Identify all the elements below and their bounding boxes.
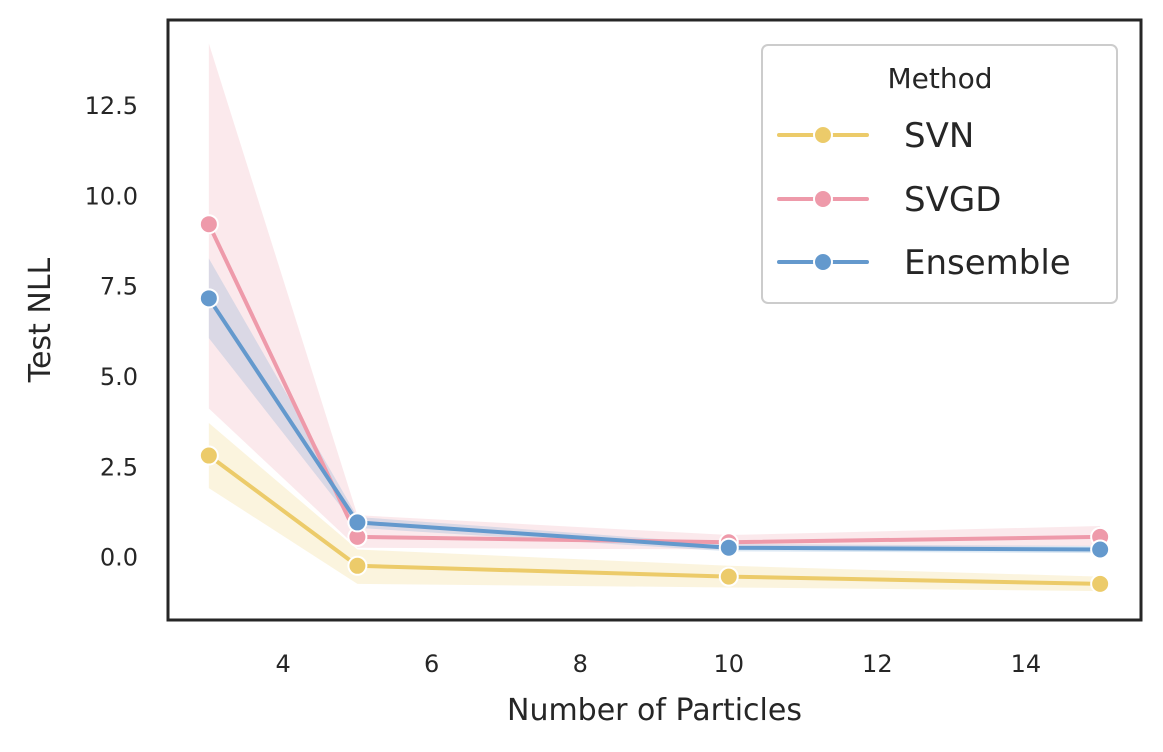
ensemble-legend-label: Ensemble [904, 243, 1071, 283]
svn-line [206, 453, 1103, 586]
plot-frame [166, 18, 1143, 622]
series-points [198, 214, 1111, 594]
svgd-legend-label: SVGD [904, 180, 1001, 220]
legend-entries: SVN SVGD Ensemble [777, 116, 1071, 283]
x-tick-label: 12 [862, 650, 893, 678]
ensemble-point [347, 512, 368, 533]
x-tick-label: 10 [714, 650, 745, 678]
svn-legend-marker [813, 125, 833, 145]
ensemble-point [198, 288, 219, 309]
x-axis-label: Number of Particles [507, 693, 802, 728]
y-axis: 0.0 2.5 5.0 7.5 10.0 12.5 [85, 92, 138, 572]
svgd-legend-marker [813, 189, 833, 209]
legend: Method SVN SVGD Ensemble [761, 44, 1118, 304]
x-axis: 4 6 8 10 12 14 [275, 650, 1041, 678]
svn-point [198, 445, 219, 466]
y-tick-label: 2.5 [100, 453, 138, 481]
x-tick-label: 14 [1011, 650, 1042, 678]
svn-point [1090, 573, 1111, 594]
svn-point [347, 555, 368, 576]
legend-title: Method [887, 62, 992, 95]
svn-legend-label: SVN [904, 116, 974, 156]
y-tick-label: 10.0 [85, 182, 138, 210]
ensemble-point [718, 537, 739, 558]
legend-box [761, 44, 1118, 304]
y-tick-label: 5.0 [100, 363, 138, 391]
x-tick-label: 6 [424, 650, 439, 678]
svn-point [718, 566, 739, 587]
ensemble-line [206, 296, 1103, 552]
svgd-point [198, 214, 219, 235]
y-tick-label: 0.0 [100, 544, 138, 572]
svgd-line [206, 222, 1103, 545]
y-axis-label: Test NLL [23, 257, 58, 383]
confidence-bands [208, 43, 1101, 592]
svn-confidence-band [208, 423, 1101, 592]
ensemble-legend-marker [813, 252, 833, 272]
series-lines [206, 222, 1103, 586]
y-tick-label: 12.5 [85, 92, 138, 120]
y-tick-label: 7.5 [100, 273, 138, 301]
x-tick-label: 4 [275, 650, 290, 678]
ensemble-point [1090, 539, 1111, 560]
x-tick-label: 8 [573, 650, 588, 678]
